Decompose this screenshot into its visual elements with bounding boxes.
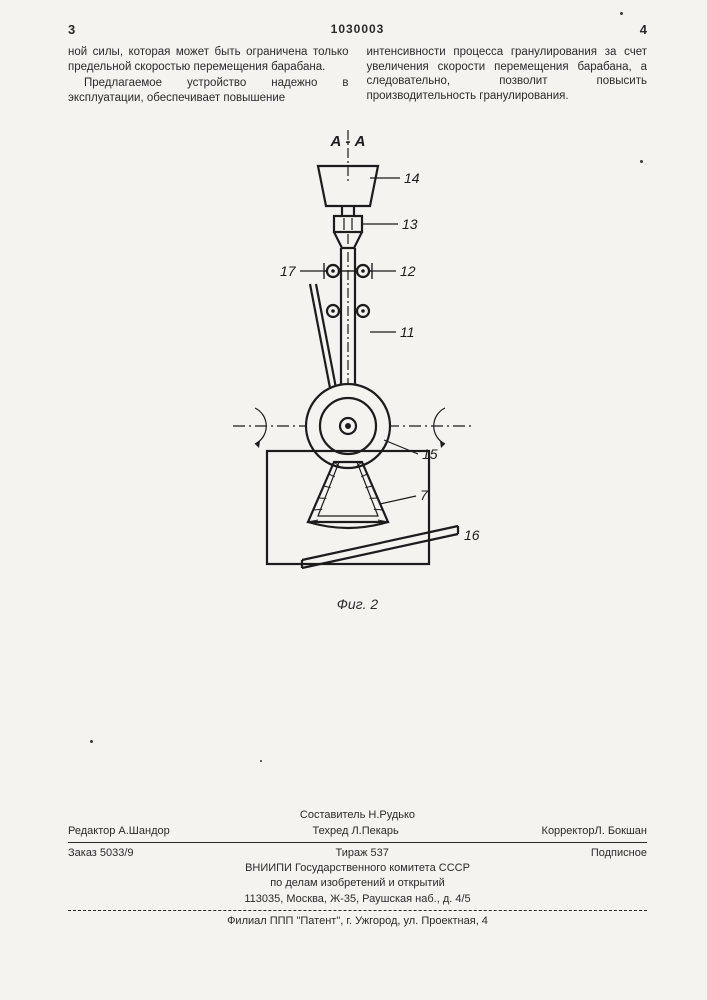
para-2: Предлагаемое устройство надежно в эксплу… (68, 76, 349, 105)
page-num-right: 4 (640, 22, 647, 37)
figure-2: А - А141317121115716 Фиг. 2 (68, 126, 647, 612)
figure-caption: Фиг. 2 (337, 596, 378, 612)
column-left: ной силы, которая может быть ограничена … (68, 45, 349, 108)
svg-text:11: 11 (400, 324, 415, 340)
column-right: интенсивности процесса гранулирования за… (367, 45, 648, 108)
tech: Техред Л.Пекарь (313, 824, 399, 839)
imprint-block: Составитель Н.Рудько Редактор А.Шандор Т… (68, 808, 647, 930)
body-text: ной силы, которая может быть ограничена … (68, 45, 647, 108)
para-3: интенсивности процесса гранулирования за… (367, 45, 648, 104)
addr: 113035, Москва, Ж-35, Раушская наб., д. … (68, 892, 647, 907)
svg-text:14: 14 (404, 170, 420, 186)
svg-text:16: 16 (464, 527, 480, 543)
svg-text:7: 7 (420, 487, 429, 503)
org2: по делам изобретений и открытий (68, 876, 647, 891)
para-1: ной силы, которая может быть ограничена … (68, 45, 349, 74)
divider-1 (68, 842, 647, 843)
figure-svg: А - А141317121115716 (193, 126, 523, 586)
org1: ВНИИПИ Государственного комитета СССР (68, 861, 647, 876)
svg-text:13: 13 (402, 216, 418, 232)
subscript: Подписное (591, 846, 647, 861)
page-num-left: 3 (68, 22, 75, 37)
order: Заказ 5033/9 (68, 846, 134, 861)
branch: Филиал ППП "Патент", г. Ужгород, ул. Про… (68, 914, 647, 929)
svg-text:17: 17 (280, 263, 297, 279)
compiler-line: Составитель Н.Рудько (68, 808, 647, 823)
patent-number: 1030003 (331, 22, 385, 37)
divider-2 (68, 910, 647, 911)
svg-text:12: 12 (400, 263, 416, 279)
corrector: КорректорЛ. Бокшан (542, 824, 647, 839)
tirazh: Тираж 537 (336, 846, 389, 861)
editor: Редактор А.Шандор (68, 824, 170, 839)
page-header: 3 1030003 4 (68, 22, 647, 37)
